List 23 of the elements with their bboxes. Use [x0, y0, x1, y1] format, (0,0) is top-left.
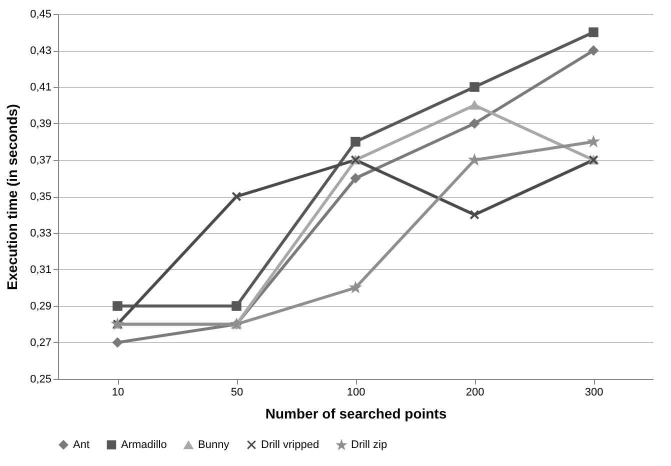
y-tick-label: 0,29: [30, 300, 52, 312]
x-tick-label: 300: [584, 386, 604, 398]
legend-label: Armadillo: [121, 438, 167, 451]
y-tick-label: 0,35: [30, 191, 52, 203]
y-axis-title: Execution time (in seconds): [4, 104, 20, 290]
y-tick-label: 0,45: [30, 8, 52, 20]
y-tick-label: 0,33: [30, 228, 52, 240]
x-axis-title: Number of searched points: [265, 406, 447, 422]
legend-label: Drill vripped: [261, 438, 320, 451]
y-tick-label: 0,43: [30, 45, 52, 57]
y-tick-label: 0,27: [30, 337, 52, 349]
y-tick-label: 0,31: [30, 264, 52, 276]
y-tick-label: 0,41: [30, 82, 52, 94]
x-tick-label: 100: [346, 386, 366, 398]
legend-label: Ant: [73, 438, 90, 451]
x-tick-label: 200: [466, 386, 484, 398]
x-tick-label: 50: [230, 386, 244, 398]
y-tick-label: 0,37: [30, 154, 52, 166]
legend-label: Bunny: [198, 439, 230, 452]
x-tick-label: 10: [112, 386, 124, 398]
y-tick-label: 0,39: [30, 118, 52, 130]
y-tick-label: 0,25: [30, 374, 52, 386]
legend-label: Drill zip: [351, 439, 388, 452]
